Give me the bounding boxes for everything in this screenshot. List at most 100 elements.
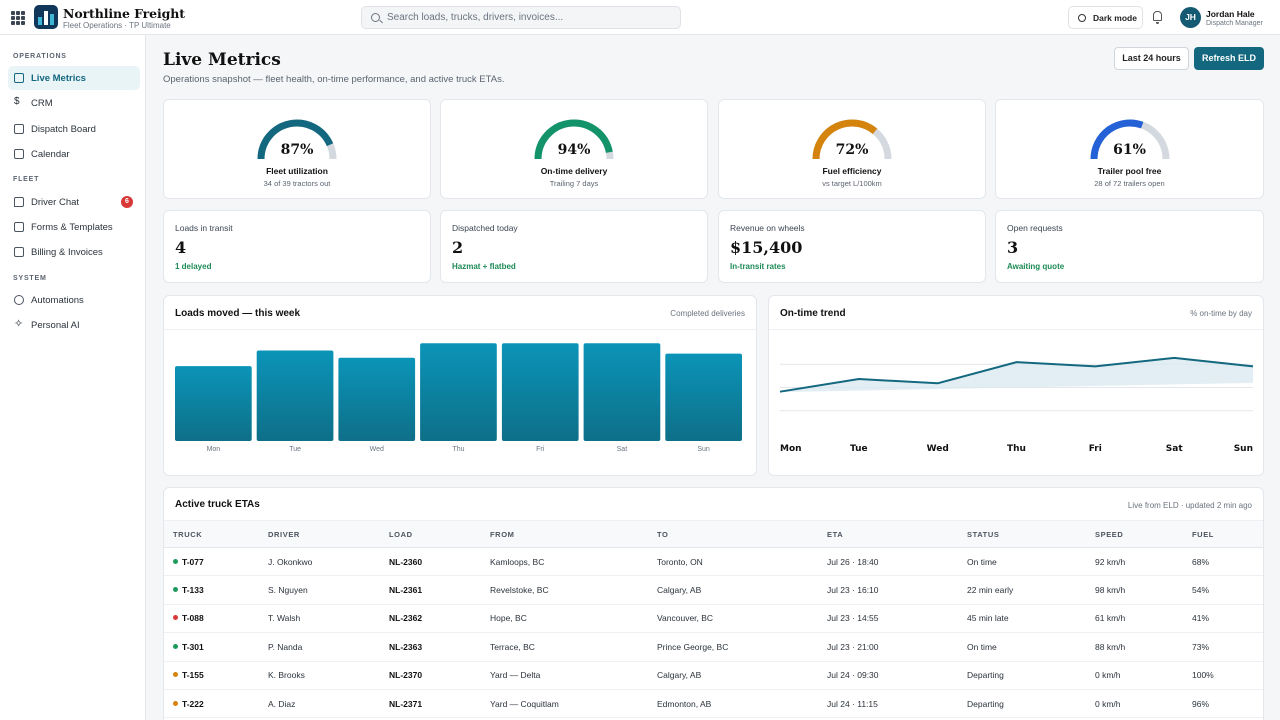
bar-sun: [665, 353, 742, 441]
table-row[interactable]: T-222 A. Diaz NL-2371 Yard — Coquitlam E…: [164, 689, 1263, 719]
sidebar-item-automations[interactable]: Automations: [8, 288, 140, 312]
on-time-line-chart: Mon Tue Wed Thu Fri Sat Sun: [779, 356, 1254, 454]
sidebar-item-billing-invoices[interactable]: Billing & Invoices: [8, 240, 140, 264]
grid-icon: [14, 73, 24, 83]
sidebar-item-forms-templates[interactable]: Forms & Templates: [8, 215, 140, 239]
stat-value: 2: [452, 238, 464, 257]
gauge-sub: vs target L/100km: [822, 179, 882, 188]
stat-note: Awaiting quote: [1007, 262, 1065, 271]
x-tick-label: Sun: [1234, 444, 1253, 454]
app-launcher-icon[interactable]: [11, 11, 25, 25]
column-header[interactable]: STATUS: [958, 520, 1086, 548]
sidebar-section-system: SYSTEM: [13, 275, 47, 282]
column-header[interactable]: FUEL: [1183, 520, 1263, 548]
speed-cell: 61 km/h: [1086, 604, 1183, 634]
status-dot: [173, 643, 178, 649]
x-tick-label: Wed: [927, 444, 949, 454]
sidebar-section-fleet: FLEET: [13, 176, 40, 183]
sidebar-item-calendar[interactable]: Calendar: [8, 142, 140, 166]
from-cell: Yard — Coquitlam: [481, 689, 648, 719]
driver-cell: S. Nguyen: [259, 575, 380, 605]
sidebar-item-dispatch-board[interactable]: Dispatch Board: [8, 117, 140, 141]
stat-card-open-requests: Open requests 3 Awaiting quote: [995, 210, 1264, 283]
bar-thu: [420, 343, 497, 441]
refresh-eld-button[interactable]: Refresh ELD: [1194, 47, 1264, 70]
stat-label: Open requests: [1007, 223, 1063, 233]
eta-cell: Jul 23 · 21:00: [818, 632, 958, 662]
table-row[interactable]: T-155 K. Brooks NL-2370 Yard — Delta Cal…: [164, 661, 1263, 690]
speed-cell: 88 km/h: [1086, 632, 1183, 662]
status-dot: [173, 672, 178, 678]
table-row[interactable]: T-133 S. Nguyen NL-2361 Revelstoke, BC C…: [164, 575, 1263, 605]
load-cell[interactable]: NL-2370: [380, 661, 481, 690]
sidebar-item-label: Calendar: [31, 149, 70, 160]
gauge-sub: 34 of 39 tractors out: [263, 179, 331, 188]
time-range-button[interactable]: Last 24 hours: [1114, 47, 1189, 70]
column-header[interactable]: DRIVER: [259, 520, 380, 548]
column-header[interactable]: FROM: [481, 520, 648, 548]
calendar-icon: [14, 149, 24, 159]
dark-mode-toggle[interactable]: Dark mode: [1068, 6, 1143, 29]
gauge-value: 94%: [557, 142, 591, 158]
from-cell: Yard — Delta: [481, 661, 648, 690]
load-cell[interactable]: NL-2363: [380, 632, 481, 662]
sidebar-item-crm[interactable]: $ CRM: [8, 91, 140, 115]
gauge-fill: [1090, 119, 1143, 160]
sidebar-item-label: Driver Chat: [31, 197, 80, 208]
truck-cell: T-222: [164, 689, 259, 719]
notifications-bell-icon[interactable]: [1153, 11, 1162, 24]
bar-fri: [501, 343, 579, 441]
brand: Northline Freight Fleet Operations · TP …: [63, 6, 185, 30]
sidebar-item-label: Dispatch Board: [31, 124, 96, 135]
eta-table: TRUCK DRIVER LOAD FROM TO ETA STATUS SPE…: [164, 520, 1263, 719]
sidebar-item-label: CRM: [31, 98, 53, 109]
sidebar-item-live-metrics[interactable]: Live Metrics: [8, 66, 140, 90]
load-cell[interactable]: NL-2361: [380, 575, 481, 605]
page-subtitle: Operations snapshot — fleet health, on-t…: [163, 74, 505, 85]
column-header[interactable]: LOAD: [380, 520, 481, 548]
gauge-label: On-time delivery: [540, 166, 608, 176]
company-logo: [34, 5, 58, 29]
status-cell: On time: [958, 632, 1086, 662]
search-input[interactable]: Search loads, trucks, drivers, invoices.…: [361, 6, 681, 29]
table-row[interactable]: T-088 T. Walsh NL-2362 Hope, BC Vancouve…: [164, 604, 1263, 634]
x-tick-label: Thu: [452, 446, 464, 453]
table-row[interactable]: T-301 P. Nanda NL-2363 Terrace, BC Princ…: [164, 632, 1263, 662]
column-header[interactable]: ETA: [818, 520, 958, 548]
gauge-label: Fuel efficiency: [822, 166, 882, 176]
bar-sat: [583, 343, 661, 441]
chat-icon: [14, 197, 24, 207]
driver-cell: P. Nanda: [259, 632, 380, 662]
table-row[interactable]: T-077 J. Okonkwo NL-2360 Kamloops, BC To…: [164, 547, 1263, 577]
x-tick-label: Tue: [850, 444, 868, 454]
column-header[interactable]: SPEED: [1086, 520, 1183, 548]
speed-cell: 0 km/h: [1086, 689, 1183, 719]
user-menu[interactable]: Jordan Hale Dispatch Manager: [1206, 9, 1263, 27]
truck-id: T-155: [182, 670, 204, 681]
gauge-card: 94% On-time delivery Trailing 7 days: [440, 99, 708, 199]
truck-id: T-077: [182, 556, 204, 567]
driver-cell: J. Okonkwo: [259, 547, 380, 577]
sidebar-item-label: Automations: [31, 295, 84, 306]
speed-cell: 92 km/h: [1086, 547, 1183, 577]
load-cell[interactable]: NL-2371: [380, 689, 481, 719]
loads-bar-chart: Mon Tue Wed Thu Fri Sat Sun: [175, 343, 742, 453]
sidebar-item-driver-chat[interactable]: Driver Chat 6: [8, 190, 140, 214]
stat-card-revenue-on-wheels: Revenue on wheels $15,400 In-transit rat…: [718, 210, 986, 283]
status-dot: [173, 615, 178, 621]
load-cell[interactable]: NL-2362: [380, 604, 481, 634]
panel-title: On-time trend: [780, 308, 846, 319]
invoice-icon: [14, 247, 24, 257]
column-header[interactable]: TO: [648, 520, 818, 548]
gauge-arc: [1090, 119, 1169, 160]
sidebar-item-personal-ai[interactable]: ✧ Personal AI: [8, 313, 140, 337]
sidebar: OPERATIONS Live Metrics $ CRM Dispatch B…: [0, 35, 146, 720]
load-cell[interactable]: NL-2360: [380, 547, 481, 577]
column-header[interactable]: TRUCK: [164, 520, 259, 548]
avatar[interactable]: JH: [1180, 7, 1201, 28]
stat-value: $15,400: [730, 238, 803, 257]
gauge-card: 87% Fleet utilization 34 of 39 tractors …: [163, 99, 431, 199]
stat-label: Revenue on wheels: [730, 223, 805, 233]
status-dot: [173, 558, 178, 564]
gauge-fill: [257, 119, 334, 160]
